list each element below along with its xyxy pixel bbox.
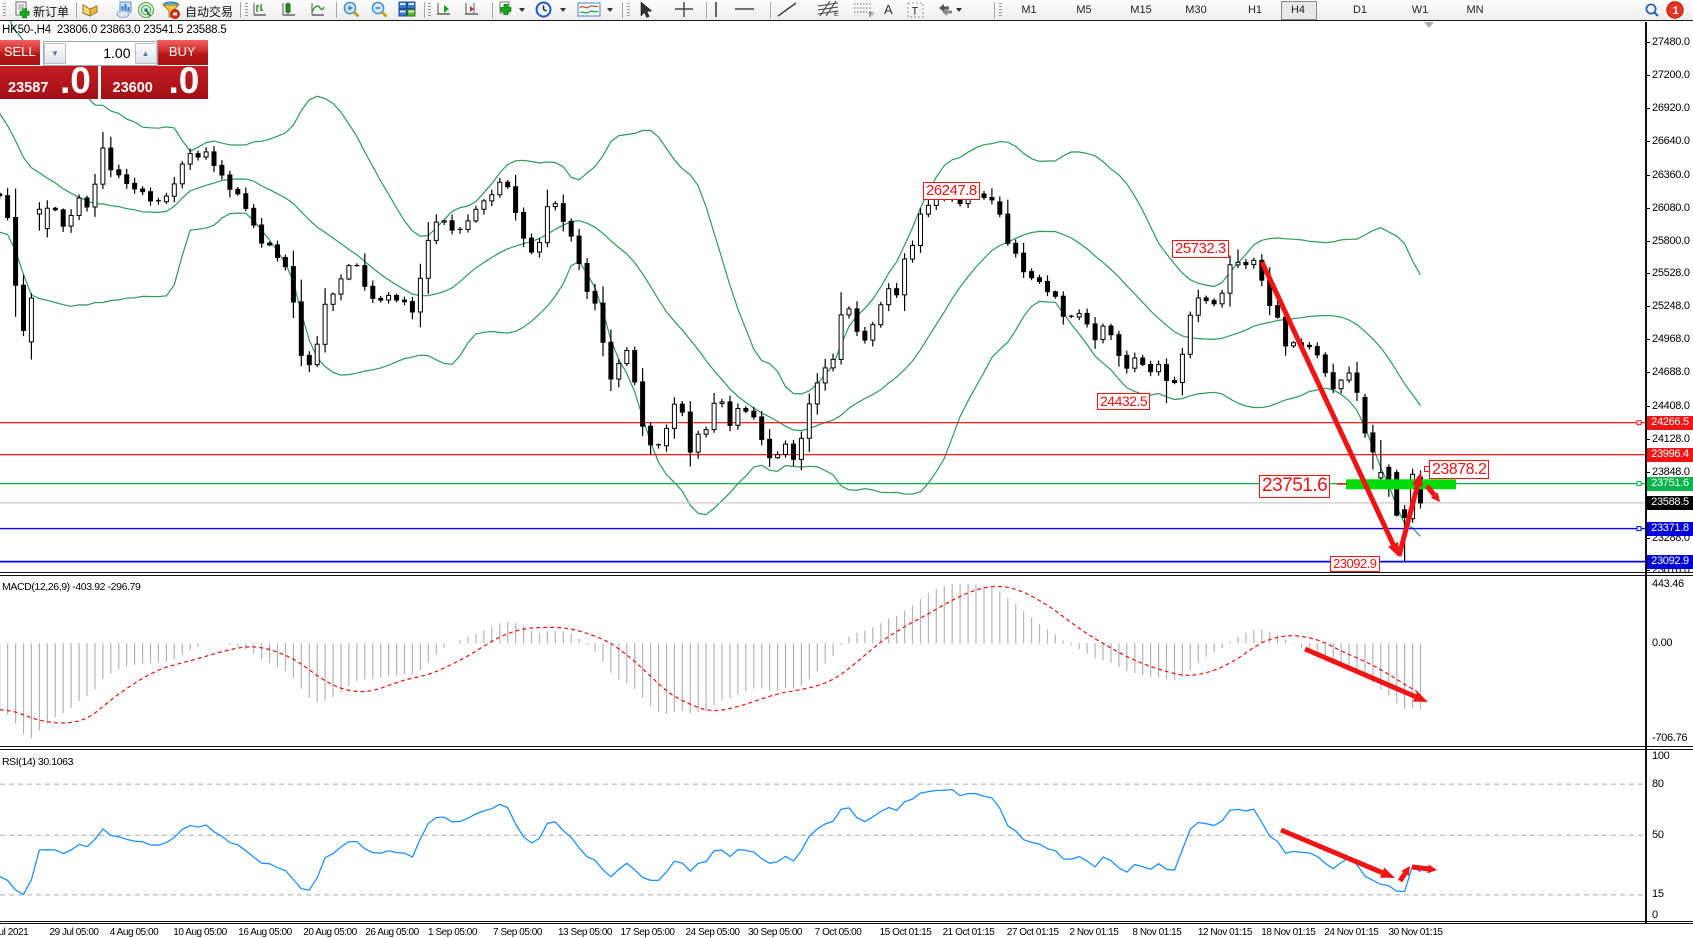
svg-text:1: 1 bbox=[1673, 5, 1679, 17]
svg-text:F: F bbox=[869, 12, 873, 19]
svg-text:T: T bbox=[912, 6, 919, 18]
svg-text:E: E bbox=[834, 11, 839, 18]
svg-text:A: A bbox=[884, 2, 893, 17]
